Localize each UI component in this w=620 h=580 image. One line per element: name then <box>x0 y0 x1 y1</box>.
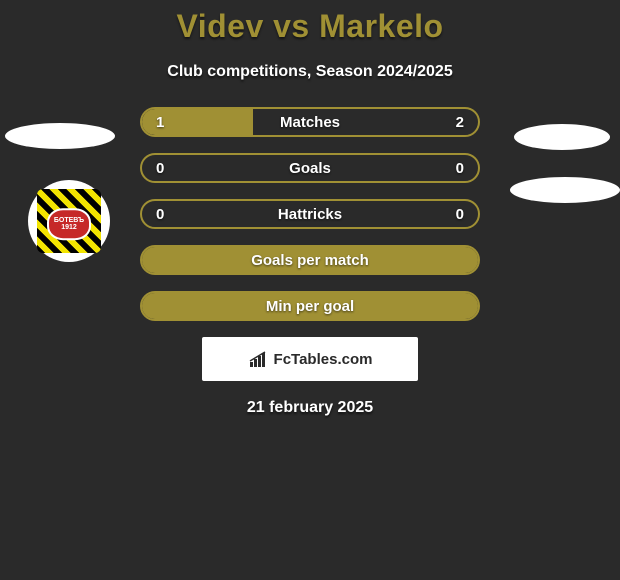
stats-container: 1 Matches 2 0 Goals 0 0 Hattricks 0 Goal… <box>140 107 480 321</box>
stat-row-matches: 1 Matches 2 <box>140 107 480 137</box>
watermark-text: FcTables.com <box>274 351 373 368</box>
watermark: FcTables.com <box>202 337 418 381</box>
club-logo-badge: БОТЕВЪ 1912 <box>47 208 91 240</box>
club-logo-text: БОТЕВЪ 1912 <box>49 217 89 232</box>
subtitle: Club competitions, Season 2024/2025 <box>0 63 620 81</box>
stat-label: Hattricks <box>278 206 342 223</box>
stat-right-value: 0 <box>456 206 464 223</box>
page-title: Videv vs Markelo <box>0 0 620 45</box>
stat-row-min-per-goal: Min per goal <box>140 291 480 321</box>
club-logo-left: БОТЕВЪ 1912 <box>28 180 110 262</box>
stat-left-value: 0 <box>156 206 164 223</box>
stat-label: Matches <box>280 114 340 131</box>
player-ellipse-right <box>514 124 610 150</box>
stat-label: Min per goal <box>266 298 354 315</box>
stat-right-value: 0 <box>456 160 464 177</box>
stat-left-value: 1 <box>156 114 164 131</box>
club-logo-pattern: БОТЕВЪ 1912 <box>37 189 101 253</box>
chart-icon <box>248 350 270 368</box>
stat-label: Goals <box>289 160 331 177</box>
stat-right-value: 2 <box>456 114 464 131</box>
club-ellipse-right <box>510 177 620 203</box>
date-text: 21 february 2025 <box>0 399 620 417</box>
player-ellipse-left <box>5 123 115 149</box>
stat-row-hattricks: 0 Hattricks 0 <box>140 199 480 229</box>
stat-label: Goals per match <box>251 252 369 269</box>
stat-left-value: 0 <box>156 160 164 177</box>
stat-row-goals: 0 Goals 0 <box>140 153 480 183</box>
stat-row-goals-per-match: Goals per match <box>140 245 480 275</box>
